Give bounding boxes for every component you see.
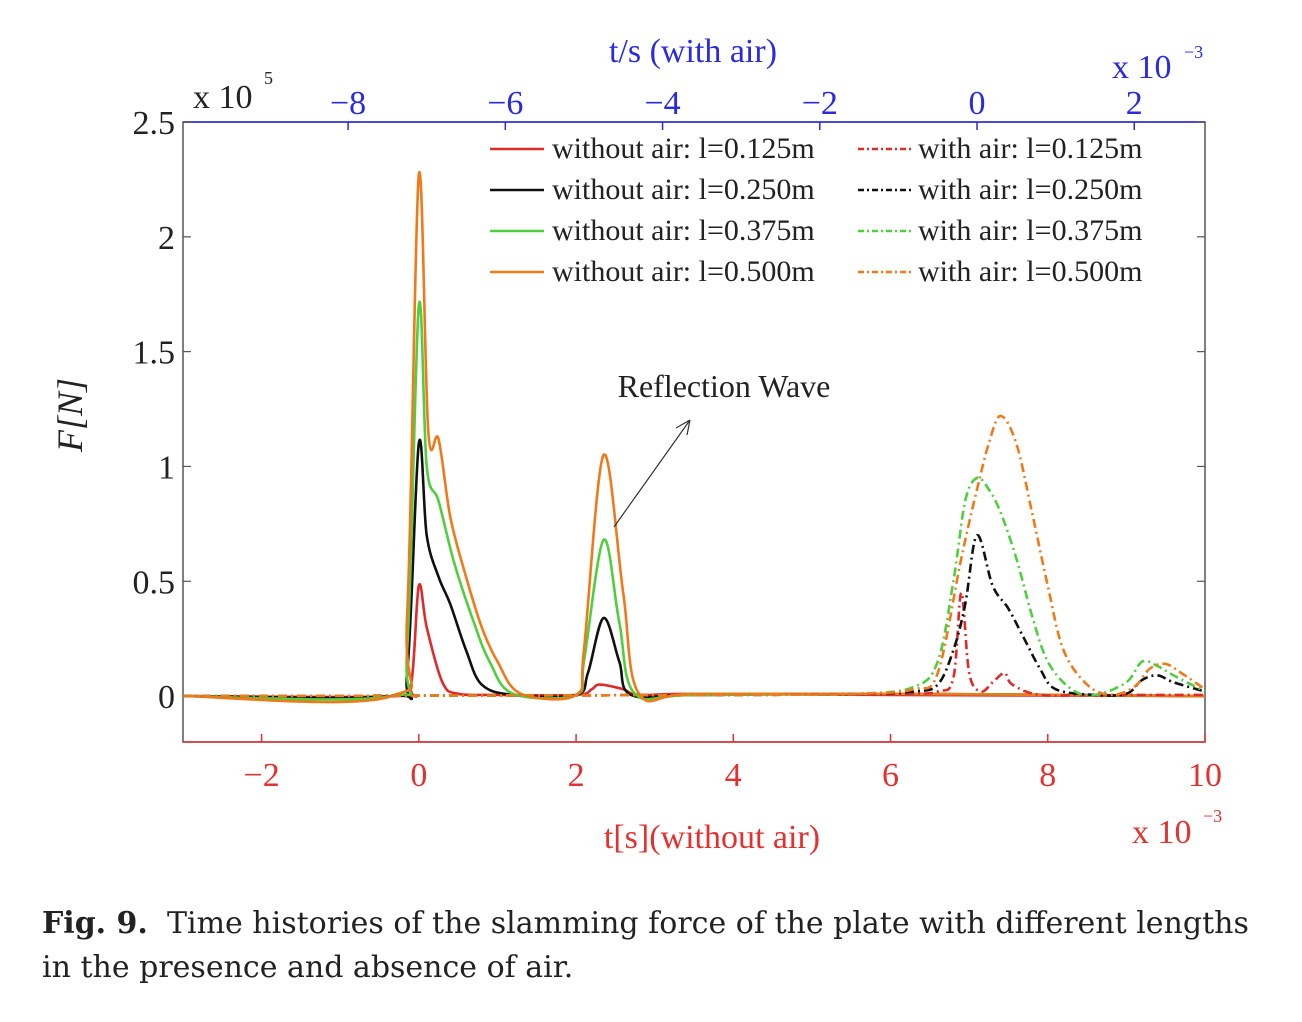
legend-label: without air: l=0.500m [552, 255, 815, 288]
top-tick-label: 0 [969, 85, 986, 122]
bottom-axis-ticks: −2 0 2 4 6 8 10 [244, 734, 1222, 794]
chart: 0 0.5 1 1.5 2 2.5 −2 0 2 4 6 8 10 −8 −6 −4 −2 0 2 F[N] x… [50, 33, 1222, 856]
y-tick-label: 1 [158, 449, 175, 486]
legend-label: without air: l=0.375m [552, 214, 815, 247]
y-axis-ticks: 0 0.5 1 1.5 2 2.5 [133, 105, 1205, 716]
bottom-tick-label: 8 [1039, 757, 1056, 794]
bottom-multiplier-exp: −3 [1203, 806, 1222, 826]
legend-label: with air: l=0.375m [918, 214, 1142, 247]
top-tick-label: −4 [644, 85, 680, 122]
y-tick-label: 0.5 [133, 564, 176, 601]
annotation-arrow [613, 419, 691, 528]
legend: without air: l=0.125m without air: l=0.25… [490, 132, 1142, 288]
y-multiplier-base: x 10 [193, 79, 253, 116]
bottom-tick-label: 10 [1188, 757, 1222, 794]
series-line [182, 414, 1206, 698]
bottom-axis-label: t[s](without air) [604, 819, 820, 856]
top-axis-ticks: −8 −6 −4 −2 0 2 [330, 85, 1143, 130]
legend-label: with air: l=0.125m [918, 132, 1142, 165]
legend-label: with air: l=0.250m [918, 173, 1142, 206]
bottom-tick-label: 6 [882, 757, 899, 794]
series-layer [182, 170, 1206, 704]
bottom-tick-label: 4 [725, 757, 742, 794]
top-tick-label: −6 [487, 85, 523, 122]
bottom-tick-label: 0 [410, 757, 427, 794]
series-line [182, 438, 1206, 701]
top-tick-label: 2 [1126, 85, 1143, 122]
annotation-text: Reflection Wave [618, 368, 831, 404]
legend-label: with air: l=0.500m [918, 255, 1142, 288]
bottom-tick-label: −2 [244, 757, 280, 794]
y-multiplier-exp: 5 [264, 68, 273, 88]
series-line [182, 300, 1206, 701]
y-tick-label: 2 [158, 220, 175, 257]
caption-text: Time histories of the slamming force of … [42, 906, 1249, 985]
top-multiplier-base: x 10 [1112, 49, 1172, 86]
legend-label: without air: l=0.125m [552, 132, 815, 165]
bottom-multiplier-base: x 10 [1132, 814, 1192, 851]
bottom-tick-label: 2 [568, 757, 585, 794]
y-tick-label: 2.5 [133, 105, 176, 142]
figure-caption: Fig. 9. Time histories of the slamming f… [42, 902, 1272, 990]
top-axis-label: t/s (with air) [609, 33, 777, 70]
top-tick-label: −2 [802, 85, 838, 122]
series-line [182, 476, 1206, 698]
series-line [182, 533, 1206, 698]
y-axis-label: F[N] [50, 378, 90, 453]
caption-label: Fig. 9. [42, 906, 148, 941]
series-line [182, 170, 1206, 704]
y-tick-label: 1.5 [133, 335, 176, 372]
annotation-arrowhead [675, 419, 691, 436]
y-tick-label: 0 [158, 679, 175, 716]
legend-label: without air: l=0.250m [552, 173, 815, 206]
top-tick-label: −8 [330, 85, 366, 122]
top-multiplier-exp: −3 [1184, 42, 1203, 62]
